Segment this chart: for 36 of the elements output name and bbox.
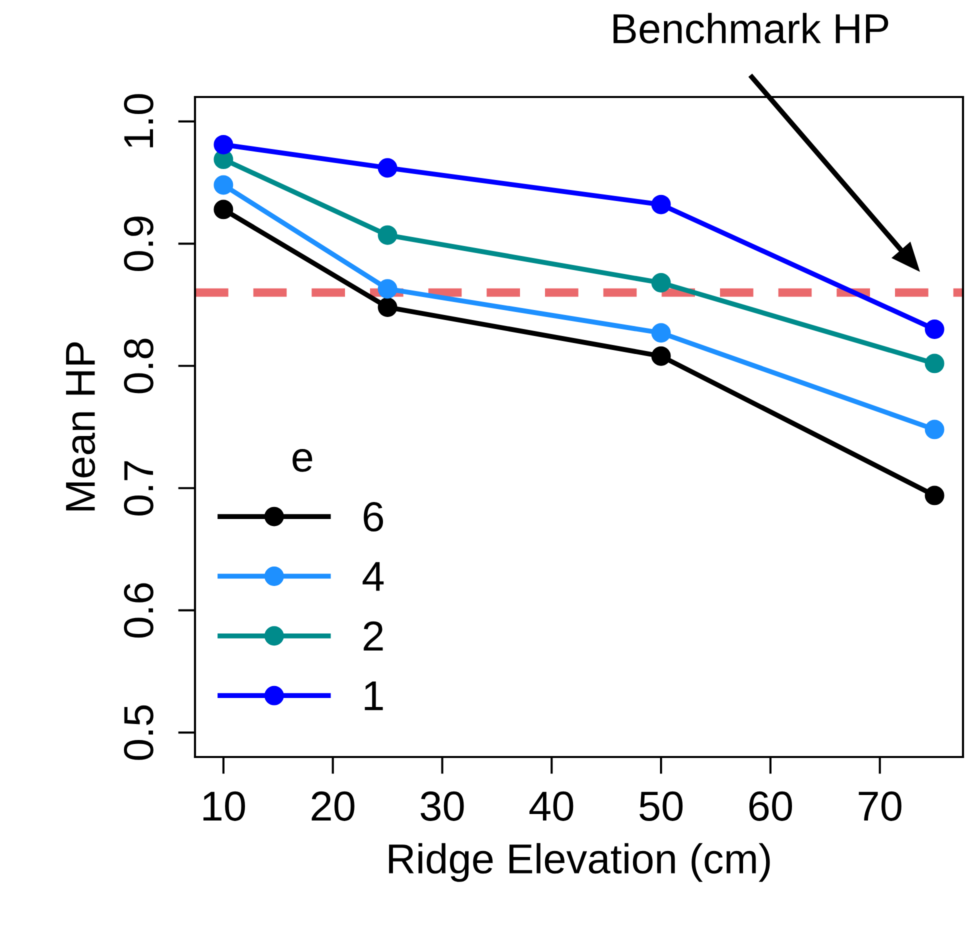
x-tick-label: 10	[203, 791, 245, 821]
point	[651, 273, 671, 292]
x-tick-label: 20	[312, 791, 354, 821]
point	[651, 194, 671, 214]
legend-label: 6	[364, 502, 384, 532]
text: Benchmark HP	[614, 12, 888, 44]
point	[651, 323, 671, 343]
point	[378, 279, 398, 299]
point	[924, 486, 944, 506]
y-axis-title: Mean HP	[66, 342, 96, 510]
point	[651, 346, 671, 366]
legend-label: 2	[364, 621, 383, 650]
point	[214, 175, 234, 195]
x-axis-title: Ridge Elevation (cm)	[389, 843, 770, 882]
y-tick-label: 0.7	[124, 461, 154, 516]
y-tick-label: 0.5	[124, 705, 154, 760]
legend-title: e	[292, 449, 312, 472]
point	[378, 298, 398, 317]
y-tick-label: 0.6	[124, 583, 154, 638]
x-tick-label: 40	[529, 791, 574, 821]
point	[924, 320, 944, 339]
point	[378, 225, 398, 245]
point	[924, 354, 944, 374]
y-tick-label: 1.0	[124, 94, 154, 148]
x-tick-label: 50	[640, 791, 683, 821]
y-tick-label: 0.9	[124, 216, 154, 271]
x-tick-label: 60	[749, 791, 792, 821]
x-tick-label: 70	[858, 791, 902, 821]
x-tick-label: 30	[420, 791, 464, 821]
legend-label: 4	[362, 562, 384, 591]
point	[378, 158, 398, 178]
y-tick-label: 0.8	[124, 338, 154, 394]
legend-label: 1	[364, 681, 383, 710]
point	[214, 134, 234, 154]
point	[924, 420, 944, 440]
point	[214, 200, 234, 220]
